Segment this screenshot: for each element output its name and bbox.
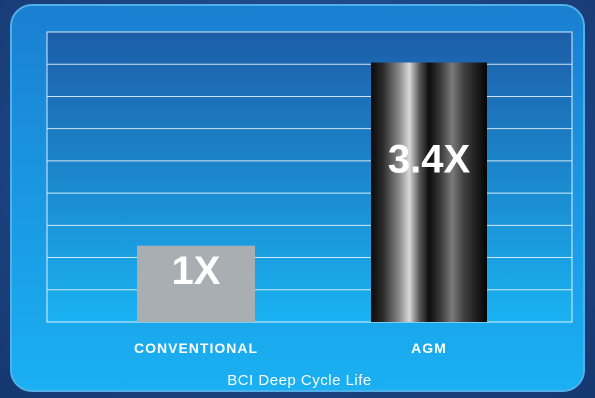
gridlines xyxy=(47,63,572,291)
x-axis-title: BCI Deep Cycle Life xyxy=(227,372,372,389)
chart-panel: 1X CONVENTIONAL 3.4X AGM BCI Deep Cycle Lif… xyxy=(10,4,585,392)
plot-area xyxy=(46,31,573,323)
value-label-conventional: 1X xyxy=(172,249,221,293)
bar-agm xyxy=(371,62,487,323)
category-label-agm: AGM xyxy=(411,340,447,356)
bar-conventional xyxy=(137,245,255,322)
labels: 1X CONVENTIONAL 3.4X AGM xyxy=(134,138,470,356)
bar-chart: 1X CONVENTIONAL 3.4X AGM xyxy=(46,31,573,356)
category-label-conventional: CONVENTIONAL xyxy=(134,340,258,356)
value-label-agm: 3.4X xyxy=(388,138,471,182)
bars xyxy=(137,62,487,323)
